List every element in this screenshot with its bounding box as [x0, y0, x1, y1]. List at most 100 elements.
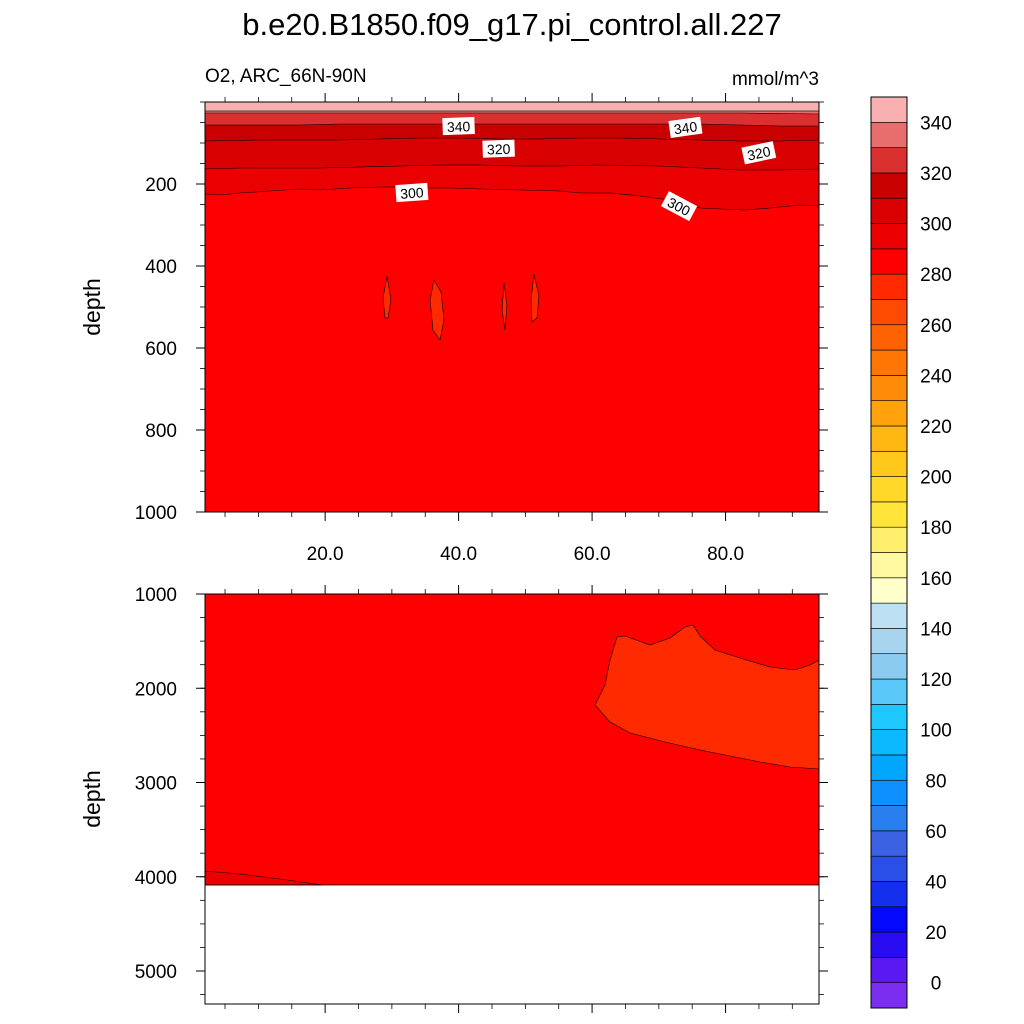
contour-label-text: 340 [673, 118, 699, 137]
colorbar-tick-label: 260 [920, 316, 952, 337]
colorbar-box [870, 501, 908, 528]
y-tick-label: 600 [145, 339, 177, 360]
variable-region-subtitle: O2, ARC_66N-90N [205, 66, 367, 87]
colorbar-box [870, 552, 908, 579]
colorbar-box [870, 147, 908, 174]
colorbar-box [870, 324, 908, 351]
lower-plot-frame [204, 593, 820, 1005]
contour-label-box [395, 182, 429, 203]
colorbar-tick-label: 240 [920, 366, 952, 387]
colorbar-box [870, 931, 908, 958]
colorbar-box [870, 450, 908, 477]
colorbar-tick-label: 300 [920, 215, 952, 236]
contour-label: 340 [668, 116, 703, 138]
colorbar-tick-label: 200 [920, 468, 952, 489]
colorbar-box [870, 982, 908, 1009]
lower-contour-fill [205, 594, 819, 1004]
colorbar-box [870, 425, 908, 452]
contour-label: 300 [395, 182, 429, 203]
colorbar-tick-label: 20 [925, 923, 946, 944]
colorbar-box [870, 830, 908, 857]
colorbar-box [870, 96, 908, 123]
y-tick-label: 4000 [135, 868, 177, 889]
x-tick-label: 40.0 [440, 544, 477, 565]
contour-label-text: 320 [487, 141, 511, 158]
y-tick-label: 2000 [135, 679, 177, 700]
colorbar-box [870, 172, 908, 199]
colorbar-box [870, 754, 908, 781]
y-tick-label: 1000 [135, 585, 177, 606]
colorbar-box [870, 248, 908, 275]
contour-label: 320 [482, 139, 515, 158]
colorbar-tick-label: 220 [920, 417, 952, 438]
colorbar-box [870, 223, 908, 250]
colorbar-box [870, 855, 908, 882]
colorbar-box [870, 906, 908, 933]
colorbar-box [870, 197, 908, 224]
colorbar-box [870, 122, 908, 148]
colorbar-frame [870, 96, 908, 1009]
contour-label-box [482, 139, 515, 158]
lower-axes: 1000 2000 3000 4000 5000 [135, 585, 828, 1013]
colorbar-box [870, 628, 908, 655]
colorbar-box [870, 400, 908, 427]
contour-label: 320 [741, 141, 777, 165]
lower-y-axis-label: depth [79, 770, 105, 828]
colorbar-tick-label: 160 [920, 569, 952, 590]
contour-label-box [741, 141, 777, 165]
x-tick-label: 80.0 [707, 544, 744, 565]
colorbar-box [870, 704, 908, 730]
units-subtitle: mmol/m^3 [732, 69, 819, 90]
contour-label-text: 300 [400, 184, 425, 202]
colorbar-box [870, 805, 908, 832]
o2-band-350-360 [205, 102, 819, 112]
colorbar-tick-label: 280 [920, 265, 952, 286]
contour-label-text: 320 [746, 143, 772, 164]
upper-y-axis-label: depth [79, 278, 105, 336]
colorbar: 0 20 40 60 80 100 120 140 160 180 200 220 240 260 280 3… [870, 96, 952, 1009]
o2-lens-2 [429, 279, 445, 341]
colorbar-box [870, 602, 908, 629]
y-tick-label: 1000 [135, 503, 177, 524]
colorbar-tick-label: 140 [920, 619, 952, 640]
colorbar-box [870, 653, 908, 680]
colorbar-tick-label: 340 [920, 113, 952, 134]
contour-label: 340 [442, 117, 475, 136]
colorbar-tick-label: 0 [931, 974, 942, 995]
o2-lens-4 [530, 273, 540, 323]
colorbar-box [870, 476, 908, 503]
colorbar-tick-label: 120 [920, 670, 952, 691]
colorbar-box [870, 299, 908, 326]
upper-axes: 20.0 40.0 60.0 80.0 200 400 600 800 1000 [135, 93, 828, 565]
y-tick-label: 5000 [135, 962, 177, 983]
y-tick-label: 200 [145, 175, 177, 196]
contour-label-text: 340 [447, 118, 471, 135]
colorbar-tick-label: 60 [925, 822, 946, 843]
x-tick-label: 20.0 [307, 544, 344, 565]
colorbar-box [870, 957, 908, 983]
colorbar-box [870, 729, 908, 756]
o2-deep-lens-290-300 [594, 624, 819, 770]
lower-panel: 1000 2000 3000 4000 5000 depth [79, 585, 828, 1013]
colorbar-box [870, 349, 908, 376]
colorbar-box [870, 577, 908, 604]
colorbar-box [870, 881, 908, 908]
upper-contour-fill [205, 102, 819, 512]
colorbar-box [870, 375, 908, 401]
colorbar-tick-label: 80 [925, 771, 946, 792]
colorbar-tick-label: 100 [920, 721, 952, 742]
colorbar-tick-label: 40 [925, 872, 946, 893]
x-tick-label: 60.0 [574, 544, 611, 565]
o2-lens-1 [382, 275, 392, 319]
colorbar-box [870, 273, 908, 300]
colorbar-tick-label: 320 [920, 164, 952, 185]
contour-label-box [668, 116, 703, 138]
figure-title: b.e20.B1850.f09_g17.pi_control.all.227 [242, 7, 782, 42]
o2-lens-3 [501, 282, 508, 331]
colorbar-box [870, 678, 908, 705]
colorbar-tick-label: 180 [920, 518, 952, 539]
contour-label-box [660, 191, 698, 222]
y-tick-label: 400 [145, 257, 177, 278]
